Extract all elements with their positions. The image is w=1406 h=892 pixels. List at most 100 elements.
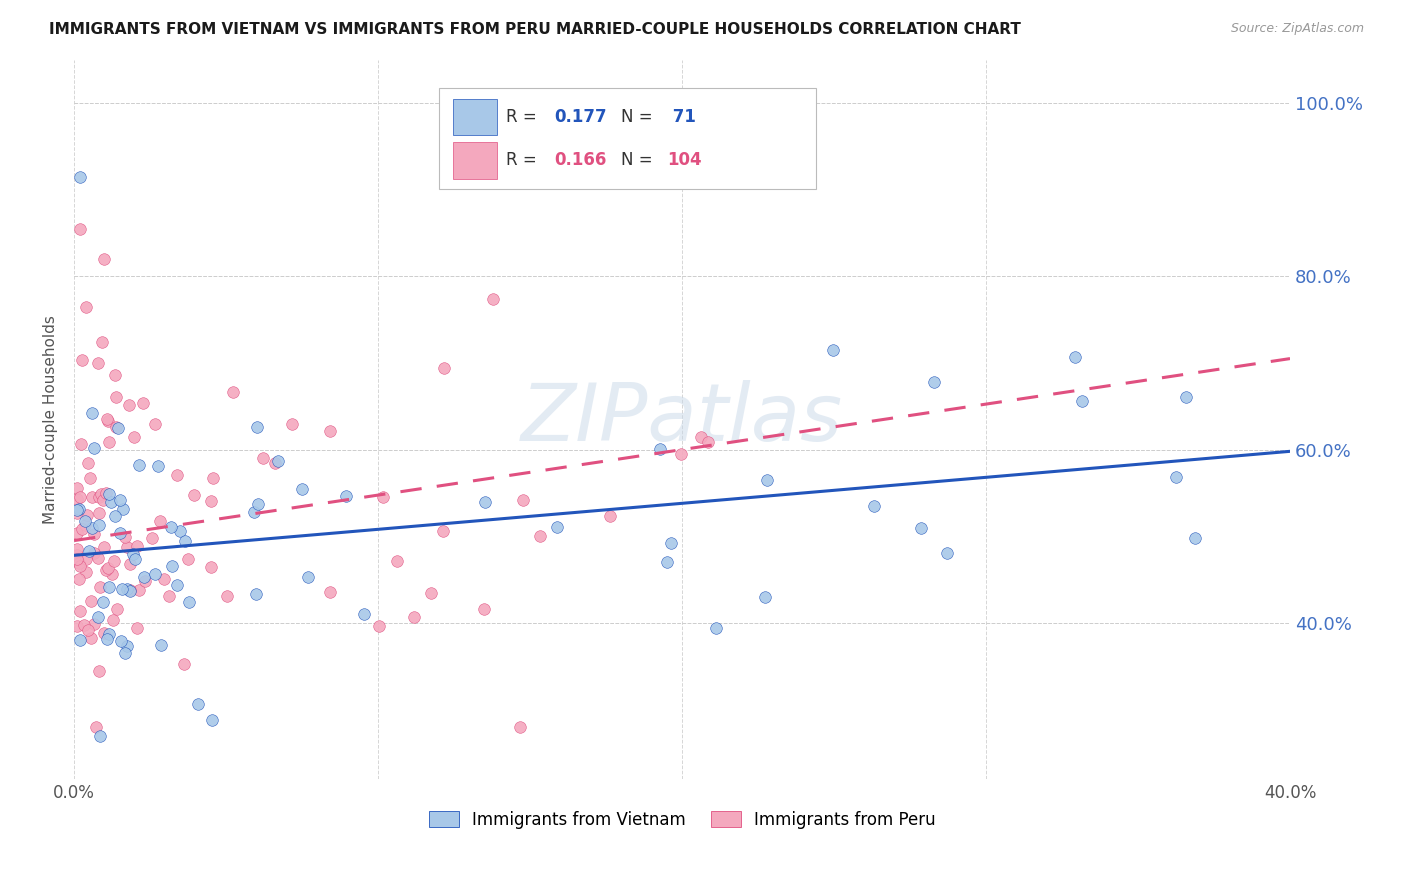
Point: [69, 169, 91, 184]
FancyBboxPatch shape: [454, 99, 498, 136]
Point: [87, 609, 110, 624]
Point: [100, 495, 122, 509]
Point: [67, 572, 90, 586]
Point: [114, 646, 136, 660]
Point: [107, 602, 129, 616]
Point: [402, 610, 425, 624]
Point: [118, 398, 141, 412]
Point: [127, 621, 149, 635]
Point: [115, 582, 138, 596]
Point: [91, 595, 114, 609]
Point: [87, 490, 110, 504]
Point: [669, 447, 692, 461]
Point: [319, 584, 342, 599]
Point: [166, 468, 188, 483]
Point: [66, 618, 89, 632]
Point: [79, 471, 101, 485]
Point: [87, 518, 110, 533]
Point: [114, 530, 136, 544]
Point: [89, 580, 111, 594]
Point: [103, 509, 125, 524]
Point: [128, 458, 150, 472]
Point: [98, 486, 121, 500]
Point: [433, 360, 456, 375]
Point: [935, 546, 957, 560]
Point: [111, 582, 134, 596]
Text: IMMIGRANTS FROM VIETNAM VS IMMIGRANTS FROM PERU MARRIED-COUPLE HOUSEHOLDS CORREL: IMMIGRANTS FROM VIETNAM VS IMMIGRANTS FR…: [49, 22, 1021, 37]
Point: [70, 522, 93, 536]
Point: [153, 572, 176, 586]
Point: [1164, 469, 1187, 483]
Point: [73, 514, 96, 528]
Point: [97, 414, 120, 428]
Point: [69, 604, 91, 618]
Point: [84, 720, 107, 734]
Text: 104: 104: [668, 152, 702, 169]
Point: [145, 567, 167, 582]
Point: [101, 566, 124, 581]
Point: [96, 486, 118, 500]
Point: [75, 300, 97, 314]
Text: 0.166: 0.166: [554, 152, 607, 169]
Point: [69, 436, 91, 450]
Point: [648, 442, 671, 457]
Point: [367, 619, 389, 633]
Text: R =: R =: [506, 108, 541, 126]
Point: [117, 541, 139, 555]
Point: [105, 390, 128, 404]
Point: [80, 594, 103, 608]
Point: [243, 505, 266, 519]
Point: [72, 353, 94, 368]
Point: [659, 536, 682, 550]
Point: [67, 501, 90, 516]
Point: [281, 417, 304, 431]
Point: [201, 471, 224, 485]
Point: [80, 490, 103, 504]
Text: N =: N =: [621, 108, 658, 126]
FancyBboxPatch shape: [454, 142, 498, 178]
Point: [89, 729, 111, 743]
Point: [215, 589, 238, 603]
Point: [127, 539, 149, 553]
Point: [173, 657, 195, 671]
Point: [120, 583, 142, 598]
Point: [97, 627, 120, 641]
FancyBboxPatch shape: [439, 88, 815, 189]
Point: [101, 613, 124, 627]
Text: Source: ZipAtlas.com: Source: ZipAtlas.com: [1230, 22, 1364, 36]
Point: [73, 518, 96, 533]
Point: [69, 221, 91, 235]
Point: [66, 552, 89, 566]
Point: [96, 563, 118, 577]
Point: [657, 555, 679, 569]
Point: [472, 601, 495, 615]
Point: [89, 664, 111, 678]
Point: [696, 434, 718, 449]
Point: [179, 595, 201, 609]
Point: [96, 412, 118, 426]
Point: [420, 586, 443, 600]
Point: [143, 417, 166, 431]
Point: [121, 547, 143, 561]
Text: 0.177: 0.177: [554, 108, 607, 126]
Point: [159, 520, 181, 534]
Point: [432, 524, 454, 538]
Point: [122, 429, 145, 443]
Point: [1174, 390, 1197, 404]
Point: [297, 570, 319, 584]
Point: [704, 621, 727, 635]
Point: [93, 625, 115, 640]
Point: [755, 473, 778, 487]
Text: N =: N =: [621, 152, 658, 169]
Point: [83, 441, 105, 455]
Point: [66, 503, 89, 517]
Point: [67, 556, 90, 570]
Point: [69, 632, 91, 647]
Point: [83, 617, 105, 632]
Point: [1064, 350, 1087, 364]
Point: [69, 491, 91, 505]
Point: [110, 634, 132, 648]
Point: [118, 583, 141, 598]
Point: [922, 375, 945, 389]
Point: [120, 557, 142, 571]
